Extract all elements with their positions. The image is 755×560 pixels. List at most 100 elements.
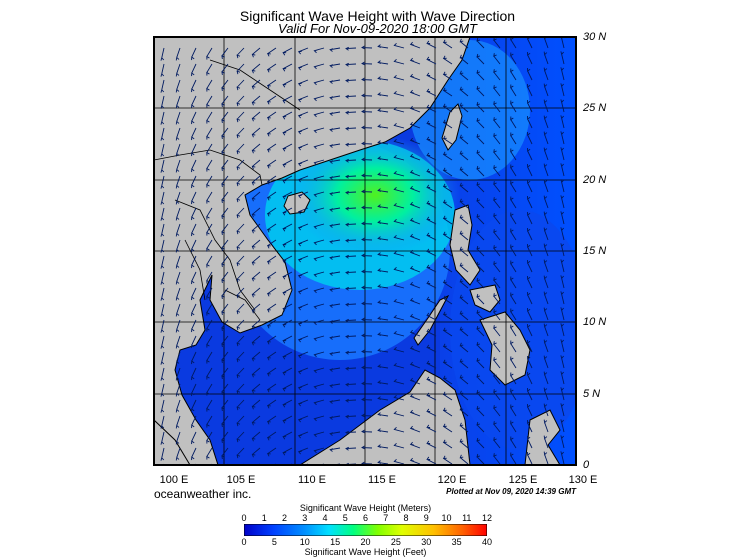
wave-arrow [361, 253, 373, 258]
wave-arrow [313, 95, 325, 102]
wave-arrow [510, 404, 517, 417]
wave-arrow [345, 414, 357, 419]
wave-arrow [560, 435, 565, 449]
lat-label-30: 30 N [583, 31, 607, 43]
wave-arrow [426, 328, 437, 337]
wave-arrow [175, 351, 181, 365]
wave-arrow [476, 405, 485, 417]
wave-arrow [206, 143, 213, 156]
wave-arrow [313, 399, 325, 406]
wave-arrow [282, 287, 293, 296]
wave-arrow [409, 457, 421, 465]
wave-arrow [160, 415, 165, 429]
wave-arrow [221, 431, 229, 443]
wave-arrow [459, 54, 469, 65]
wave-arrow [251, 399, 261, 410]
wave-arrow [560, 355, 565, 369]
wave-arrow [459, 406, 469, 417]
wave-arrow [459, 198, 469, 209]
wave-arrow [282, 79, 293, 88]
wave-arrow [175, 79, 181, 93]
wave-arrow [510, 212, 517, 225]
wave-arrow [377, 412, 389, 417]
wave-arrow [476, 293, 485, 305]
wave-arrow [191, 223, 197, 237]
wave-arrow [191, 399, 197, 413]
wave-arrow [297, 399, 309, 407]
wave-arrow [393, 171, 405, 177]
wave-arrow [560, 67, 565, 81]
wave-arrow [221, 271, 229, 283]
wave-arrow [313, 431, 325, 438]
wave-arrow [345, 254, 357, 259]
wave-arrow [510, 180, 517, 193]
wave-arrow [543, 147, 549, 161]
wave-arrow [426, 200, 437, 209]
wave-arrow [510, 292, 517, 305]
wave-arrow [560, 451, 565, 465]
wave-arrow [361, 349, 373, 354]
wave-arrow [236, 431, 245, 443]
wave-arrow [527, 115, 533, 129]
wave-arrow [476, 325, 485, 337]
wave-arrow [377, 252, 389, 257]
wave-arrow [313, 319, 325, 326]
wave-arrow [442, 231, 453, 241]
wave-arrow [426, 344, 437, 353]
wave-arrow [329, 159, 341, 164]
wave-arrow [297, 255, 309, 263]
wave-arrow [313, 351, 325, 358]
wave-arrow [313, 47, 325, 54]
wave-arrow [251, 175, 261, 186]
wave-arrow [221, 159, 229, 171]
wave-arrow [345, 382, 357, 387]
wave-arrow [160, 175, 165, 189]
wave-arrow [493, 53, 501, 65]
wave-arrow [236, 239, 245, 251]
wave-arrow [426, 168, 437, 177]
wave-arrow [282, 127, 293, 136]
wave-arrow [282, 255, 293, 264]
wave-arrow [393, 59, 405, 65]
wave-arrow [543, 243, 549, 257]
wave-arrow [527, 307, 533, 321]
wave-arrow [191, 79, 197, 93]
wave-arrow [493, 389, 501, 401]
wave-arrow [221, 207, 229, 219]
wave-arrow [493, 309, 501, 321]
wave-arrow [476, 389, 485, 401]
wave-arrow [459, 342, 469, 353]
wave-arrow [527, 195, 533, 209]
wave-arrow [329, 399, 341, 404]
wave-arrow [206, 239, 213, 252]
wave-arrow [266, 447, 277, 457]
wave-arrow [236, 271, 245, 283]
wave-arrow [393, 459, 405, 465]
wave-arrow [493, 165, 501, 177]
wave-arrow [560, 419, 565, 433]
wave-arrow [377, 300, 389, 305]
wave-arrow [442, 199, 453, 209]
wave-arrow [543, 99, 549, 113]
wave-arrow [282, 207, 293, 216]
wave-arrow [543, 387, 549, 401]
colorbar-tick-meters: 8 [403, 513, 409, 523]
wave-arrow [426, 360, 437, 369]
wave-arrow [426, 120, 437, 129]
wave-direction-arrows [160, 37, 565, 465]
wave-arrow [282, 399, 293, 408]
wave-arrow [221, 415, 229, 427]
wave-arrow [493, 325, 501, 337]
wave-arrow [221, 79, 229, 91]
wave-arrow [206, 447, 213, 460]
wave-arrow [476, 181, 485, 193]
wave-arrow [191, 415, 197, 429]
wave-arrow [476, 101, 485, 113]
wave-arrow [361, 317, 373, 322]
wave-arrow [345, 174, 357, 179]
wave-arrow [313, 415, 325, 422]
wave-arrow [393, 283, 405, 289]
wave-arrow [560, 243, 565, 257]
wave-arrow [543, 67, 549, 81]
wave-arrow [493, 405, 501, 417]
